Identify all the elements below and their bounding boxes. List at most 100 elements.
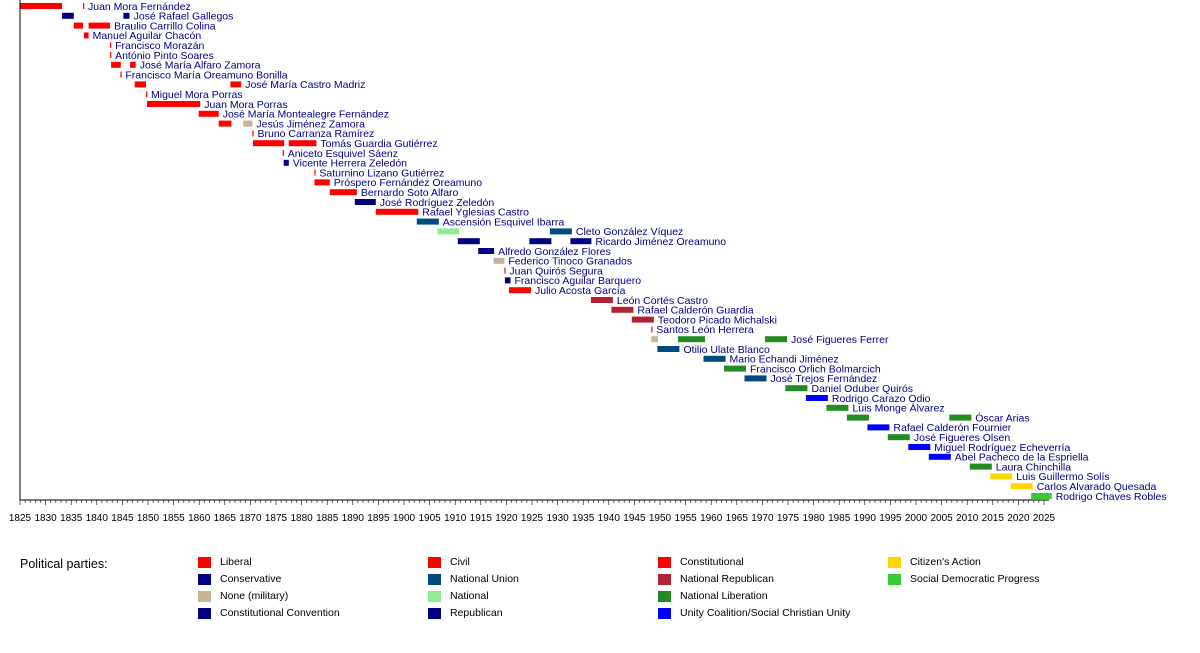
legend-item: Constitutional xyxy=(658,556,744,568)
president-label: Laura Chinchilla xyxy=(996,461,1071,473)
legend-swatch xyxy=(428,573,441,585)
legend-label: National Liberation xyxy=(680,590,768,602)
legend-label: Constitutional Convention xyxy=(220,607,340,619)
term-bar xyxy=(111,61,121,68)
tick-label: 1935 xyxy=(572,513,595,524)
term-bar xyxy=(677,336,705,343)
legend-label: Unity Coalition/Social Christian Unity xyxy=(680,607,851,619)
tick-label: 1890 xyxy=(342,513,365,524)
term-bar xyxy=(230,81,242,88)
president-label: José María Castro Madriz xyxy=(245,79,365,91)
legend-swatch xyxy=(198,590,211,602)
term-bar xyxy=(631,316,654,323)
legend-item: National Liberation xyxy=(658,590,768,602)
term-bar xyxy=(253,140,285,147)
legend-label: National xyxy=(450,590,489,602)
tick-label: 1865 xyxy=(214,513,237,524)
term-bar xyxy=(288,140,317,147)
tick-label: 1940 xyxy=(598,513,621,524)
legend-item: Constitutional Convention xyxy=(198,607,340,619)
legend-item: None (military) xyxy=(198,590,288,602)
term-bar xyxy=(110,42,112,49)
term-bar xyxy=(314,179,330,186)
term-bar xyxy=(887,434,910,441)
tick-label: 1845 xyxy=(111,513,134,524)
term-bar xyxy=(570,238,592,245)
term-bar xyxy=(329,189,357,196)
legend-swatch xyxy=(888,573,901,585)
president-label: Francisco María Oreamuno Bonilla xyxy=(125,69,287,81)
tick-label: 1950 xyxy=(649,513,672,524)
president-label: Francisco Aguilar Barquero xyxy=(515,275,642,287)
president-label: José Trejos Fernández xyxy=(771,373,878,385)
tick-label: 1925 xyxy=(521,513,544,524)
term-bar xyxy=(1010,483,1033,490)
president-label: Miguel Rodríguez Echeverría xyxy=(934,442,1070,454)
president-label: Mario Echandi Jiménez xyxy=(730,354,839,366)
legend-label: Civil xyxy=(450,556,470,568)
tick-label: 2005 xyxy=(930,513,953,524)
president-label: Tomás Guardia Gutiérrez xyxy=(320,138,437,150)
president-label: José Rodríguez Zeledón xyxy=(380,197,495,209)
tick-label: 2025 xyxy=(1033,513,1056,524)
term-bar xyxy=(590,297,613,303)
president-label: Santos León Herrera xyxy=(656,324,754,336)
tick-label: 1965 xyxy=(726,513,749,524)
legend-swatch xyxy=(658,556,671,568)
tick-label: 1830 xyxy=(34,513,57,524)
term-bar xyxy=(198,110,219,117)
tick-label: 1870 xyxy=(239,513,262,524)
president-label: Julio Acosta García xyxy=(535,285,626,297)
tick-label: 1930 xyxy=(546,513,569,524)
legend-item: Republican xyxy=(428,607,503,619)
term-bar xyxy=(969,463,992,470)
president-label: León Cortés Castro xyxy=(617,295,708,307)
term-bar xyxy=(146,91,148,98)
tick-label: 1980 xyxy=(802,513,825,524)
term-bar xyxy=(990,473,1013,480)
tick-label: 1900 xyxy=(393,513,416,524)
tick-label: 1915 xyxy=(470,513,493,524)
legend-item: Conservative xyxy=(198,573,281,585)
president-label: Luis Monge Álvarez xyxy=(852,402,944,415)
tick-label: 1895 xyxy=(367,513,390,524)
president-label: Rodrigo Carazo Odio xyxy=(832,393,931,405)
president-label: Saturnino Lizano Gutiérrez xyxy=(319,167,444,179)
president-label: Miguel Mora Porras xyxy=(151,89,243,101)
legend-swatch xyxy=(658,607,671,619)
term-bar xyxy=(908,444,931,450)
tick-label: 1975 xyxy=(777,513,800,524)
tick-label: 2020 xyxy=(1007,513,1030,524)
president-label: Carlos Alvarado Quesada xyxy=(1037,481,1157,493)
legend-label: Liberal xyxy=(220,556,252,568)
president-label: José María Alfaro Zamora xyxy=(140,60,261,72)
president-label: Braulio Carrillo Colina xyxy=(114,20,216,32)
president-label: Juan Mora Fernández xyxy=(88,1,191,13)
term-bar xyxy=(493,257,505,264)
president-label: Próspero Fernández Oreamuno xyxy=(334,177,482,189)
tick-label: 1840 xyxy=(86,513,109,524)
term-bar xyxy=(110,52,112,58)
legend-item: National xyxy=(428,590,489,602)
president-label: Rafael Calderón Fournier xyxy=(893,422,1011,434)
tick-label: 1990 xyxy=(854,513,877,524)
term-bar xyxy=(651,326,653,333)
legend-item: National Union xyxy=(428,573,519,585)
term-bar xyxy=(785,385,808,392)
term-bar xyxy=(375,208,419,215)
term-bar xyxy=(437,228,460,235)
legend-label: None (military) xyxy=(220,590,289,602)
term-bar xyxy=(218,120,232,127)
term-bar xyxy=(657,346,680,352)
term-bar xyxy=(62,12,74,19)
term-bar xyxy=(867,424,890,431)
tick-label: 1995 xyxy=(879,513,902,524)
president-label: Francisco Orlich Bolmarcich xyxy=(750,363,881,375)
legend-swatch xyxy=(198,573,211,585)
president-label: Rafael Calderón Guardia xyxy=(637,305,753,317)
timeline-bars xyxy=(20,3,1052,499)
term-bar xyxy=(283,159,289,166)
tick-label: 1825 xyxy=(9,513,32,524)
legend-label: Social Democratic Progress xyxy=(910,573,1040,585)
tick-label: 1920 xyxy=(495,513,518,524)
